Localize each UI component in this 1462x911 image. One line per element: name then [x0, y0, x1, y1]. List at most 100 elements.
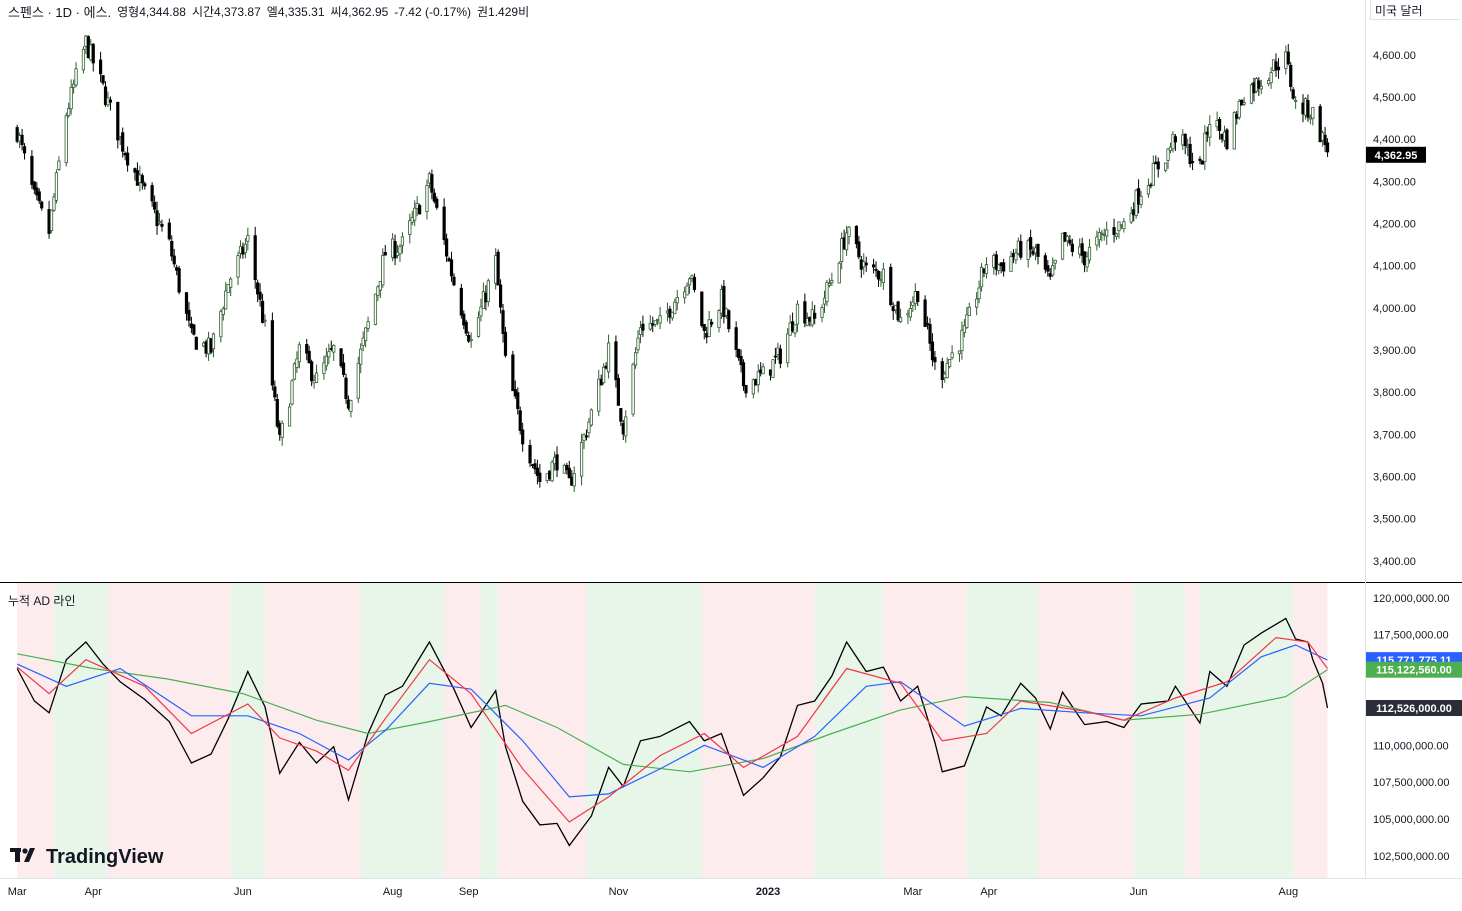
candle-down — [994, 254, 998, 270]
candle-down — [754, 379, 758, 386]
indicator-background-bands — [17, 583, 1328, 878]
candle-up — [1016, 240, 1020, 254]
candle-up — [1249, 84, 1254, 104]
candle-up — [572, 473, 576, 487]
candle-up — [1051, 265, 1055, 276]
candle-up — [18, 135, 22, 142]
candle-up — [81, 48, 86, 71]
candle-down — [1306, 100, 1310, 118]
candle-down — [103, 86, 108, 106]
background-band-up — [966, 583, 1038, 878]
candle-down — [133, 168, 137, 173]
ohlc-high: 시간4,373.87 — [191, 5, 261, 19]
candle-up — [314, 372, 319, 383]
candle-up — [413, 207, 417, 221]
candle-down — [260, 300, 265, 323]
candle-up — [1085, 256, 1089, 268]
candle-up — [771, 359, 775, 378]
candle-down — [140, 175, 144, 184]
indicator-title[interactable]: 누적 AD 라인 — [8, 594, 76, 608]
candle-down — [999, 262, 1003, 267]
tradingview-logo-text: TradingView — [46, 846, 164, 868]
candle-up — [1267, 80, 1271, 85]
candle-up — [943, 373, 947, 379]
candle-up — [1095, 236, 1099, 246]
candle-up — [675, 296, 679, 304]
candle-up — [1105, 229, 1109, 237]
candle-down — [278, 423, 282, 435]
candle-down — [160, 223, 164, 227]
candle-up — [965, 314, 969, 329]
candle-up — [287, 406, 292, 427]
candle-up — [469, 338, 473, 341]
candle-down — [462, 313, 466, 326]
candle-down — [727, 310, 731, 330]
candle-up — [1271, 59, 1276, 71]
price-tick-label: 3,500.00 — [1373, 514, 1416, 526]
candle-up — [545, 473, 549, 482]
symbol-title[interactable]: 스펜스 · 1D · 에스. — [8, 5, 112, 20]
candle-up — [911, 301, 915, 306]
candle-up — [1237, 100, 1241, 118]
candle-up — [945, 363, 949, 379]
candle-up — [898, 317, 903, 323]
price-tick-label: 3,700.00 — [1373, 429, 1416, 441]
candle-up — [690, 275, 694, 279]
candle-down — [925, 323, 930, 326]
indicator-axis-ticks: 102,500,000.00 105,000,000.00 107,500,000.… — [1373, 593, 1449, 863]
candle-up — [683, 291, 687, 299]
candle-up — [373, 293, 378, 325]
candle-down — [1036, 243, 1040, 257]
candle-up — [862, 261, 866, 268]
candle-down — [1080, 243, 1084, 256]
tradingview-logo[interactable]: TradingView — [10, 846, 163, 869]
candle-up — [1053, 259, 1057, 264]
candle-up — [1134, 190, 1138, 216]
sma-slow-value-label-bg — [1366, 661, 1462, 678]
candle-up — [494, 255, 498, 284]
candle-down — [668, 308, 672, 318]
price-tick-label: 4,000.00 — [1373, 303, 1416, 315]
candle-up — [381, 255, 385, 286]
candle-up — [1100, 232, 1104, 235]
candle-up — [72, 83, 76, 88]
candle-up — [820, 307, 824, 318]
candle-down — [1240, 99, 1244, 106]
indicator-tick-label: 105,000,000.00 — [1373, 814, 1449, 826]
time-axis-label: Aug — [383, 886, 403, 898]
candle-down — [928, 324, 932, 344]
candle-up — [844, 232, 849, 251]
candle-down — [1198, 158, 1202, 161]
candle-down — [871, 264, 876, 268]
candle-up — [948, 358, 952, 368]
candle-up — [202, 342, 206, 347]
time-axis-label: Jun — [1130, 886, 1148, 898]
candle-up — [292, 363, 297, 380]
candle-up — [687, 278, 692, 286]
currency-button[interactable]: 미국 달러 — [1370, 0, 1460, 20]
time-axis-label: Apr — [85, 886, 102, 898]
candle-up — [562, 464, 566, 474]
candle-up — [908, 308, 912, 318]
candle-up — [631, 363, 635, 415]
candle-up — [118, 135, 122, 138]
candle-up — [673, 301, 677, 315]
candle-down — [1274, 61, 1278, 71]
candle-up — [1294, 100, 1298, 102]
candle-down — [121, 132, 125, 152]
candle-down — [641, 323, 645, 331]
time-axis-label: Jun — [234, 886, 252, 898]
candle-down — [1029, 237, 1033, 250]
indicator-tick-label: 102,500,000.00 — [1373, 851, 1449, 863]
candle-down — [516, 392, 520, 410]
candle-down — [1188, 143, 1192, 164]
candle-down — [1173, 136, 1178, 143]
candle-up — [977, 287, 981, 300]
candle-down — [933, 357, 937, 363]
candle-down — [1068, 239, 1072, 244]
candle-down — [445, 238, 449, 257]
price-tick-label: 4,400.00 — [1373, 134, 1416, 146]
candle-down — [511, 354, 515, 392]
